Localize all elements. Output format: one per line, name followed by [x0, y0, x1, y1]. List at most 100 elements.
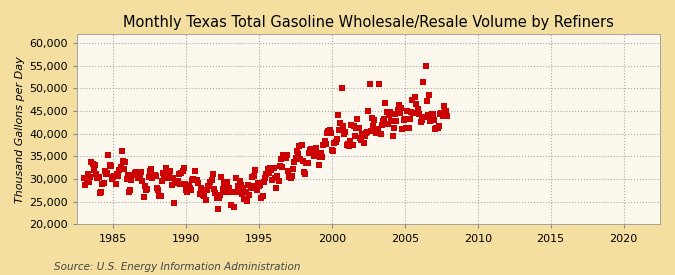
- Point: [92, 175, 103, 180]
- Point: [223, 186, 234, 190]
- Point: [160, 166, 171, 170]
- Point: [216, 175, 227, 179]
- Point: [350, 134, 360, 138]
- Point: [205, 180, 216, 184]
- Point: [90, 163, 101, 167]
- Point: [167, 176, 178, 180]
- Point: [333, 112, 344, 117]
- Point: [424, 93, 435, 97]
- Point: [119, 167, 130, 171]
- Point: [111, 172, 122, 176]
- Point: [335, 121, 346, 125]
- Point: [213, 207, 223, 211]
- Point: [286, 176, 296, 180]
- Point: [300, 172, 310, 176]
- Point: [149, 173, 160, 178]
- Point: [373, 127, 383, 131]
- Point: [193, 181, 204, 186]
- Point: [389, 126, 400, 131]
- Point: [439, 109, 450, 113]
- Point: [331, 136, 342, 141]
- Point: [304, 151, 315, 155]
- Point: [246, 175, 257, 179]
- Y-axis label: Thousand Gallons per Day: Thousand Gallons per Day: [15, 56, 25, 203]
- Point: [419, 115, 430, 119]
- Point: [85, 175, 96, 180]
- Point: [146, 167, 157, 171]
- Point: [114, 168, 125, 172]
- Point: [356, 138, 367, 142]
- Point: [231, 176, 242, 180]
- Point: [128, 173, 138, 177]
- Point: [365, 128, 376, 133]
- Point: [306, 147, 317, 151]
- Point: [364, 82, 375, 86]
- Point: [195, 186, 206, 191]
- Point: [130, 171, 140, 176]
- Point: [313, 163, 324, 167]
- Point: [292, 152, 303, 156]
- Point: [225, 190, 236, 194]
- Point: [298, 159, 308, 164]
- Point: [93, 175, 104, 179]
- Point: [395, 111, 406, 115]
- Point: [184, 185, 195, 190]
- Point: [202, 184, 213, 188]
- Point: [275, 157, 286, 161]
- Point: [128, 173, 139, 177]
- Point: [242, 199, 252, 203]
- Point: [362, 130, 373, 135]
- Point: [325, 131, 336, 135]
- Point: [392, 108, 403, 112]
- Point: [228, 205, 239, 209]
- Point: [238, 186, 248, 190]
- Point: [110, 182, 121, 186]
- Point: [296, 143, 307, 147]
- Point: [318, 143, 329, 147]
- Point: [187, 178, 198, 182]
- Point: [359, 133, 370, 138]
- Point: [354, 136, 365, 141]
- Point: [122, 177, 132, 181]
- Point: [237, 192, 248, 196]
- Point: [408, 111, 418, 116]
- Point: [437, 114, 448, 119]
- Point: [157, 178, 167, 183]
- Point: [146, 176, 157, 180]
- Point: [169, 201, 180, 206]
- Point: [260, 176, 271, 180]
- Point: [189, 169, 200, 174]
- Point: [281, 153, 292, 157]
- Point: [435, 112, 446, 116]
- Point: [170, 180, 181, 184]
- Point: [107, 177, 117, 181]
- Point: [199, 193, 210, 198]
- Point: [178, 166, 189, 170]
- Point: [153, 187, 163, 192]
- Point: [263, 171, 274, 176]
- Point: [352, 117, 363, 121]
- Point: [117, 159, 128, 163]
- Point: [137, 179, 148, 183]
- Point: [339, 132, 350, 136]
- Point: [295, 157, 306, 161]
- Point: [105, 164, 116, 169]
- Point: [125, 188, 136, 192]
- Point: [243, 183, 254, 187]
- Point: [322, 130, 333, 135]
- Point: [180, 182, 190, 186]
- Point: [91, 171, 102, 176]
- Point: [120, 160, 131, 164]
- Point: [104, 163, 115, 168]
- Point: [375, 132, 386, 136]
- Point: [414, 112, 425, 116]
- Point: [426, 111, 437, 116]
- Point: [410, 102, 421, 107]
- Point: [233, 184, 244, 189]
- Point: [386, 118, 397, 123]
- Point: [144, 169, 155, 174]
- Point: [217, 186, 228, 191]
- Point: [265, 166, 275, 170]
- Point: [131, 170, 142, 174]
- Point: [79, 176, 90, 180]
